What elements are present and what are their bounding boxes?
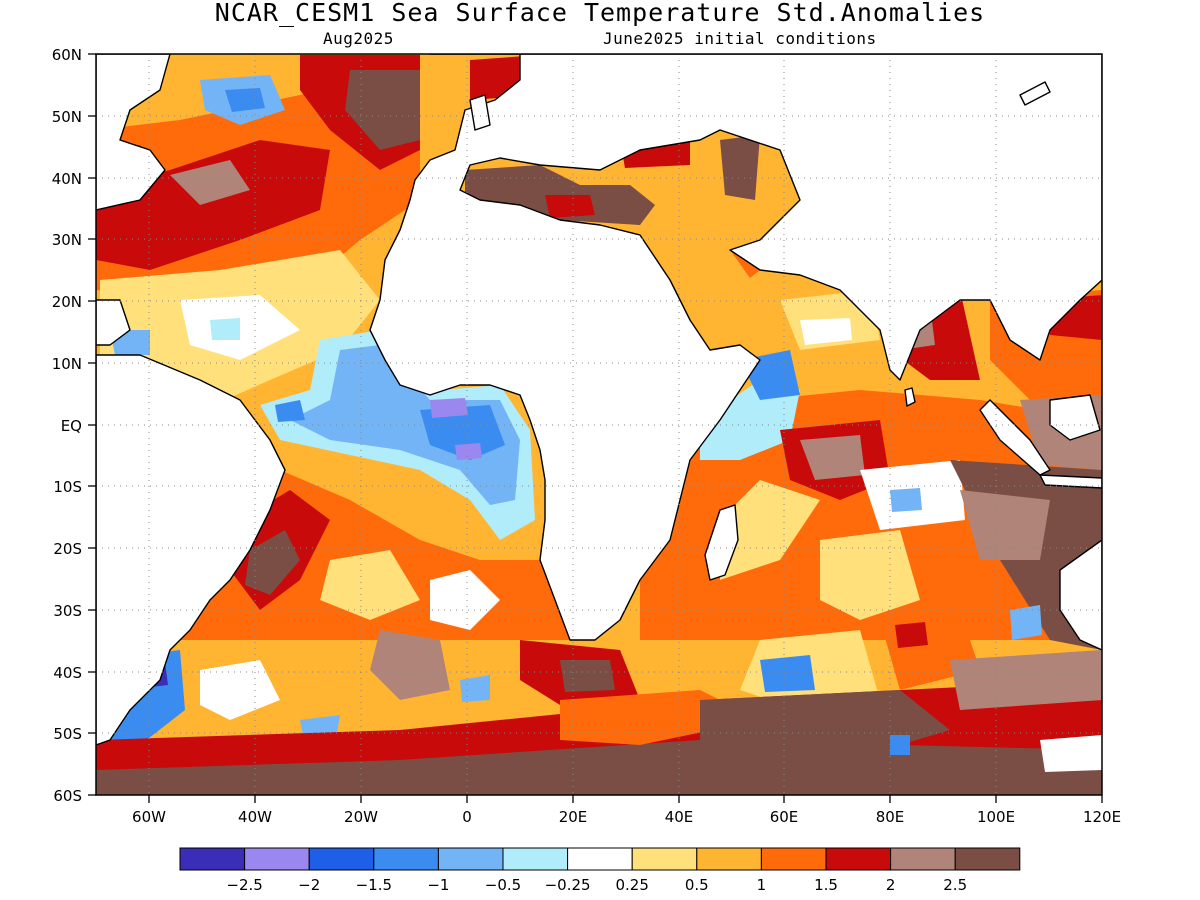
lat-label: EQ [61, 417, 82, 435]
colorbar-swatch [890, 847, 956, 871]
lon-label: 120E [1083, 808, 1121, 826]
colorbar: −2.5 −2 −1.5 −1 −0.5 −0.25 0.25 0.5 1 1.5 2 2.5 [179, 847, 1021, 894]
colorbar-swatch [631, 847, 698, 871]
colorbar-label: 0.5 [685, 876, 709, 894]
lat-label: 10N [52, 355, 82, 373]
map-title: NCAR_CESM1 Sea Surface Temperature Std.A… [214, 0, 986, 27]
lon-label: 0 [462, 808, 472, 826]
colorbar-swatch [825, 847, 892, 871]
colorbar-swatch [567, 847, 633, 871]
lat-label: 50N [52, 108, 82, 126]
colorbar-swatch [954, 847, 1021, 871]
lat-label: 60S [53, 787, 82, 805]
lon-label: 40E [665, 808, 694, 826]
longitude-labels: 60W 40W 20W 0 20E 40E 60E 80E 100E 120E [132, 808, 1121, 826]
colorbar-label: −0.25 [545, 876, 591, 894]
lat-label: 30S [53, 602, 82, 620]
lon-label: 60W [132, 808, 166, 826]
lon-label: 40W [238, 808, 272, 826]
lat-label: 60N [52, 46, 82, 64]
colorbar-label: 0.25 [615, 876, 648, 894]
colorbar-label: −2.5 [226, 876, 262, 894]
lon-label: 20E [559, 808, 588, 826]
colorbar-label: −1 [427, 876, 449, 894]
lat-label: 30N [52, 231, 82, 249]
colorbar-label: 1 [757, 876, 767, 894]
initial-conditions-label: June2025 initial conditions [603, 29, 877, 48]
lat-label: 40N [52, 170, 82, 188]
colorbar-swatch [179, 847, 246, 871]
lon-label: 100E [977, 808, 1015, 826]
lat-label: 10S [53, 478, 82, 496]
colorbar-swatch [696, 847, 762, 871]
colorbar-swatch [760, 847, 827, 871]
colorbar-label: −1.5 [356, 876, 392, 894]
colorbar-label: 1.5 [814, 876, 838, 894]
lon-label: 20W [344, 808, 378, 826]
colorbar-swatch [244, 847, 310, 871]
axis-ticks [88, 53, 1103, 803]
lon-label: 80E [876, 808, 905, 826]
lat-label: 50S [53, 725, 82, 743]
latitude-labels: 60N 50N 40N 30N 20N 10N EQ 10S 20S 30S 4… [52, 46, 82, 805]
lat-label: 20S [53, 540, 82, 558]
colorbar-label: 2.5 [943, 876, 967, 894]
forecast-month: Aug2025 [323, 29, 394, 48]
colorbar-swatch [373, 847, 439, 871]
colorbar-label: 2 [886, 876, 896, 894]
lon-label: 60E [770, 808, 799, 826]
colorbar-swatch [502, 847, 569, 871]
land-masses [96, 54, 1102, 746]
colorbar-label: −2 [298, 876, 320, 894]
anomaly-field [96, 54, 1102, 795]
lat-label: 20N [52, 293, 82, 311]
lat-label: 40S [53, 664, 82, 682]
colorbar-swatch [308, 847, 375, 871]
colorbar-swatch [437, 847, 504, 871]
colorbar-label: −0.5 [485, 876, 521, 894]
